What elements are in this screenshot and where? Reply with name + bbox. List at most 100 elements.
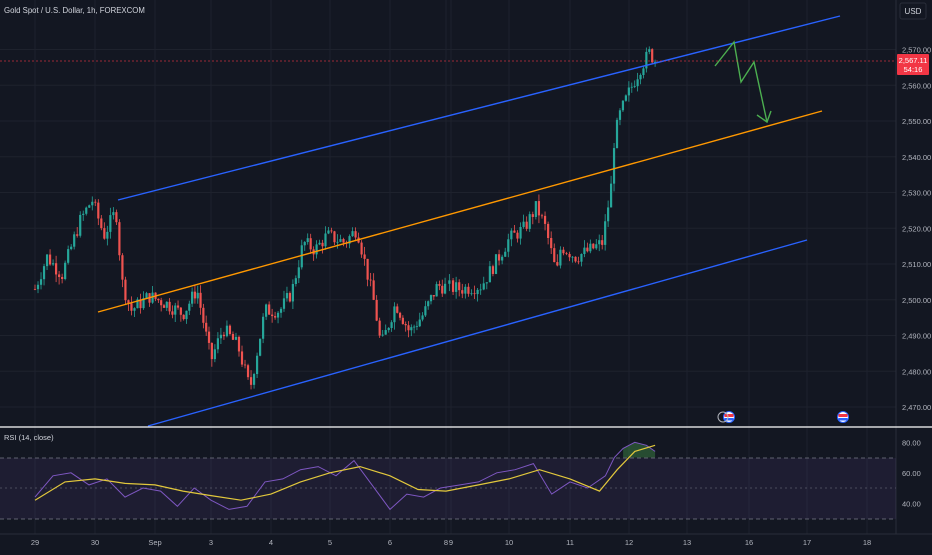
candle[interactable] (415, 321, 419, 331)
candle[interactable] (424, 300, 427, 318)
candle[interactable] (418, 312, 421, 328)
candle[interactable] (205, 315, 208, 336)
candle[interactable] (494, 254, 498, 275)
candle[interactable] (157, 298, 160, 303)
candle[interactable] (513, 225, 516, 233)
candle[interactable] (273, 311, 277, 320)
candle[interactable] (378, 317, 381, 338)
candle[interactable] (276, 310, 280, 324)
candle[interactable] (534, 201, 537, 220)
candle[interactable] (522, 214, 525, 229)
candle[interactable] (243, 359, 247, 369)
candle[interactable] (624, 94, 628, 102)
candle[interactable] (482, 276, 485, 291)
candle[interactable] (519, 222, 522, 245)
candle[interactable] (390, 320, 393, 332)
candle[interactable] (648, 46, 651, 55)
candle[interactable] (351, 227, 354, 237)
candle[interactable] (213, 344, 216, 363)
candle[interactable] (258, 338, 262, 357)
candle[interactable] (381, 329, 384, 337)
candle[interactable] (574, 256, 577, 263)
currency-button[interactable] (899, 2, 927, 20)
candle[interactable] (179, 307, 182, 322)
candle[interactable] (228, 324, 232, 336)
candle[interactable] (393, 302, 396, 330)
candle[interactable] (73, 231, 76, 250)
candle[interactable] (237, 335, 241, 357)
channel-upper-line[interactable] (117, 15, 841, 201)
candle[interactable] (219, 327, 223, 344)
candle[interactable] (592, 243, 595, 250)
candle[interactable] (240, 345, 244, 367)
candle[interactable] (470, 289, 473, 296)
candle[interactable] (210, 342, 213, 367)
candle[interactable] (384, 324, 387, 335)
candle[interactable] (288, 291, 292, 303)
channel-lower-line[interactable] (147, 239, 808, 427)
candle[interactable] (216, 332, 219, 354)
candle[interactable] (252, 372, 256, 389)
candle[interactable] (109, 207, 112, 239)
candle[interactable] (282, 290, 286, 312)
candle[interactable] (547, 221, 550, 245)
candle[interactable] (407, 321, 410, 338)
candle[interactable] (64, 260, 67, 281)
candle[interactable] (639, 73, 642, 85)
candle[interactable] (88, 204, 91, 209)
candle[interactable] (455, 276, 458, 299)
candle[interactable] (321, 239, 324, 254)
candle[interactable] (100, 215, 103, 231)
candle[interactable] (265, 303, 268, 320)
candle[interactable] (583, 240, 586, 258)
candle[interactable] (485, 282, 488, 290)
candle[interactable] (366, 258, 369, 287)
candles-layer[interactable] (33, 46, 657, 390)
candle[interactable] (432, 295, 435, 300)
candle[interactable] (207, 326, 211, 350)
candle[interactable] (589, 239, 592, 254)
candle[interactable] (448, 274, 451, 292)
candle[interactable] (124, 276, 127, 305)
candle[interactable] (103, 222, 106, 240)
candle[interactable] (586, 242, 589, 253)
candle[interactable] (115, 209, 118, 225)
candle[interactable] (540, 213, 544, 219)
candle[interactable] (607, 200, 610, 227)
candle[interactable] (556, 254, 559, 267)
candle[interactable] (458, 279, 461, 297)
candle[interactable] (633, 80, 636, 89)
candle[interactable] (268, 301, 271, 315)
candle[interactable] (246, 363, 250, 380)
candle[interactable] (427, 300, 430, 310)
candle[interactable] (255, 352, 259, 379)
candle[interactable] (401, 315, 404, 325)
candle[interactable] (387, 327, 390, 333)
candle[interactable] (327, 227, 330, 235)
rsi-pane[interactable]: RSI (14, close) 80.00 60.00 40.00 (0, 433, 921, 520)
candle[interactable] (473, 285, 476, 299)
candle[interactable] (297, 260, 300, 284)
candle[interactable] (615, 117, 619, 149)
candle[interactable] (106, 225, 109, 246)
candle[interactable] (67, 245, 70, 265)
candle[interactable] (491, 264, 495, 277)
candle[interactable] (467, 283, 470, 297)
candle[interactable] (42, 263, 46, 286)
candle[interactable] (510, 228, 513, 247)
candle[interactable] (501, 254, 504, 265)
candle[interactable] (504, 247, 507, 257)
candle[interactable] (94, 199, 97, 207)
candle[interactable] (618, 108, 622, 126)
price-axis[interactable]: 2,570.00 2,560.00 2,550.00 2,540.00 2,530.00… (902, 46, 931, 413)
candle[interactable] (342, 237, 345, 247)
candle[interactable] (188, 300, 191, 316)
candle[interactable] (306, 233, 309, 245)
rsi-line[interactable] (34, 441, 656, 511)
candle[interactable] (497, 249, 501, 266)
time-axis[interactable]: 29 30 Sep 3 4 5 6 8 9 10 11 12 13 16 17 18 (31, 538, 871, 547)
candle[interactable] (112, 207, 115, 220)
candle[interactable] (285, 286, 289, 302)
candle[interactable] (645, 47, 648, 73)
candle[interactable] (222, 331, 226, 340)
